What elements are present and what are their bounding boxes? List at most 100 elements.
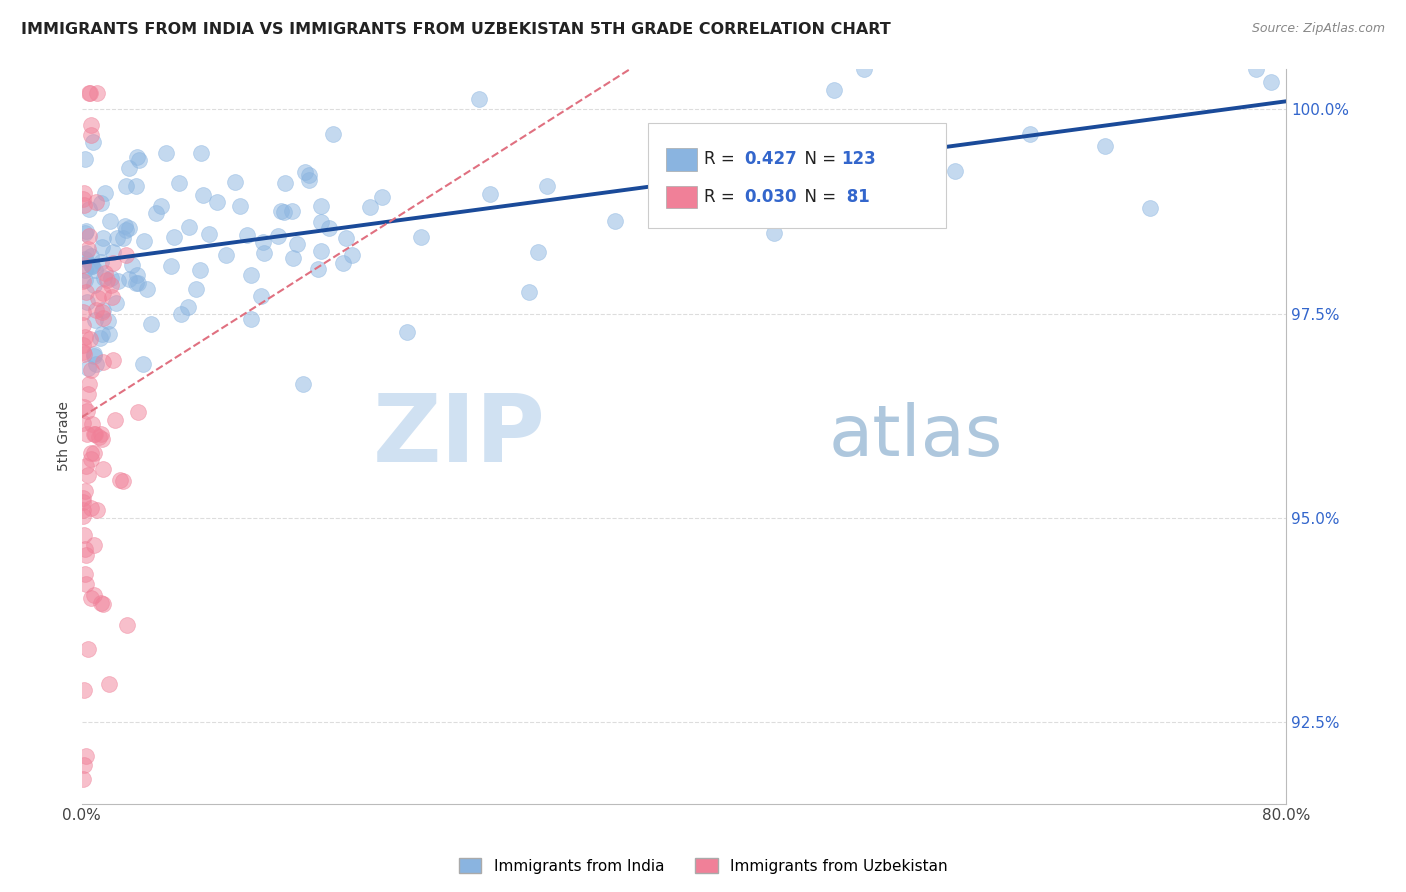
Point [93,303,115,318]
Point [112,474,135,488]
Point [79,86,101,100]
Point [114,248,136,262]
Point [80,259,103,273]
Point [103,352,125,367]
Point [100,271,122,285]
Point [121,258,143,272]
Point [79,332,101,346]
Point [253,246,276,260]
Point [91,285,114,300]
Text: 123: 123 [841,151,876,169]
Point [75,577,97,591]
Point [136,281,159,295]
Point [205,195,228,210]
Point [72,682,94,697]
Point [198,227,221,241]
Point [86,503,108,517]
Point [236,227,259,242]
Point [111,231,134,245]
Point [83,277,105,292]
Point [1139,201,1161,215]
Point [80,249,103,263]
Point [73,483,96,498]
Point [75,224,97,238]
Point [103,256,125,270]
Point [763,226,786,240]
Point [273,205,295,219]
Point [105,230,128,244]
Point [93,267,115,281]
Point [75,748,97,763]
Point [80,128,103,143]
Point [309,244,332,258]
Point [468,92,491,106]
Point [118,161,141,175]
Point [75,285,97,299]
Point [179,220,201,235]
Point [94,186,117,200]
Text: 0.427: 0.427 [744,151,797,169]
Point [1244,62,1267,76]
Point [73,400,96,414]
Point [270,203,292,218]
Y-axis label: 5th Grade: 5th Grade [58,401,72,471]
Point [80,363,103,377]
Point [104,413,127,427]
Point [72,772,94,786]
Point [93,231,115,245]
Point [823,83,845,97]
Point [943,164,966,178]
Point [273,176,295,190]
Text: R =: R = [704,188,741,206]
Point [285,236,308,251]
Point [215,248,238,262]
Point [77,229,100,244]
Point [125,150,148,164]
Point [73,263,96,277]
Point [86,302,108,317]
Point [118,220,141,235]
Point [72,192,94,206]
Point [76,295,98,310]
Point [132,357,155,371]
Point [309,215,332,229]
Point [91,355,114,369]
Point [89,331,111,345]
Point [118,271,141,285]
Point [83,349,105,363]
Point [84,312,107,326]
Point [478,187,501,202]
Point [91,310,114,325]
Point [149,199,172,213]
Point [103,244,125,259]
Point [115,618,138,632]
Point [84,427,107,442]
Point [163,229,186,244]
Point [335,231,357,245]
Point [160,259,183,273]
Point [75,567,97,582]
Point [79,258,101,272]
Point [1019,127,1042,141]
Point [80,451,103,466]
Point [83,346,105,360]
Point [91,240,114,254]
Point [90,255,112,269]
Point [107,274,129,288]
Point [125,268,148,282]
Point [188,263,211,277]
Point [104,296,127,310]
Point [411,230,433,244]
Point [139,317,162,331]
Point [98,677,121,691]
Point [82,136,104,150]
Point [527,244,550,259]
Point [780,167,803,181]
Point [75,246,97,260]
Text: R =: R = [704,151,741,169]
Point [76,426,98,441]
Point [853,62,876,76]
Point [98,327,121,342]
Point [76,361,98,376]
Point [73,186,96,200]
